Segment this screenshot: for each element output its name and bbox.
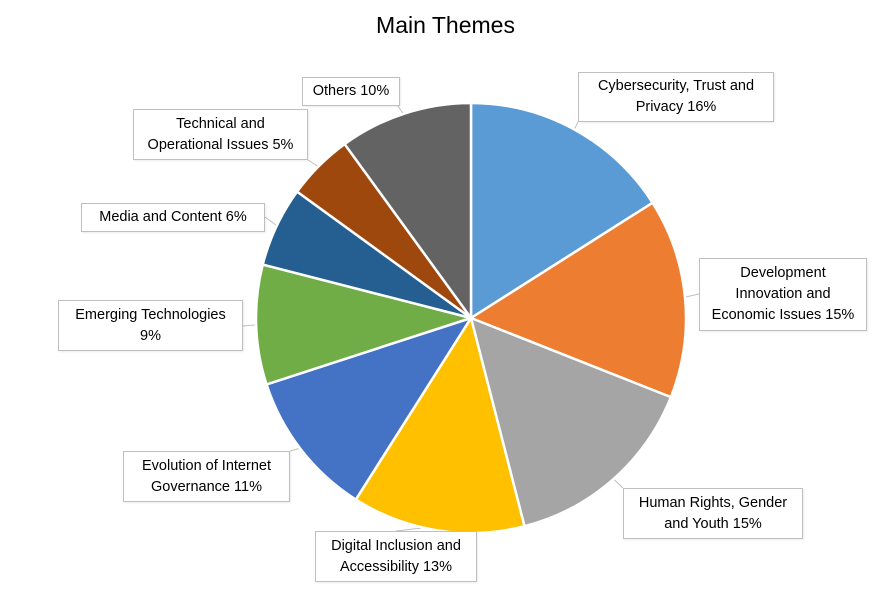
data-label: Media and Content 6% bbox=[81, 203, 265, 232]
pie-slice bbox=[254, 263, 473, 386]
data-label: Others 10% bbox=[302, 77, 400, 106]
pie-slice bbox=[469, 316, 673, 528]
pie-slice bbox=[469, 201, 688, 399]
pie-slice bbox=[343, 101, 473, 320]
pie-slice bbox=[265, 316, 473, 501]
data-label: Human Rights, Gender and Youth 15% bbox=[623, 488, 803, 539]
pie-slice bbox=[354, 316, 526, 535]
pie-slices bbox=[254, 101, 688, 535]
pie-slice bbox=[469, 101, 654, 320]
data-label: Emerging Technologies 9% bbox=[58, 300, 243, 351]
data-label: Cybersecurity, Trust and Privacy 16% bbox=[578, 72, 774, 122]
data-label: Digital Inclusion and Accessibility 13% bbox=[315, 531, 477, 582]
data-label: Evolution of Internet Governance 11% bbox=[123, 451, 290, 502]
data-label: Development Innovation and Economic Issu… bbox=[699, 258, 867, 331]
chart-title: Main Themes bbox=[376, 12, 515, 38]
data-label: Technical and Operational Issues 5% bbox=[133, 109, 308, 160]
